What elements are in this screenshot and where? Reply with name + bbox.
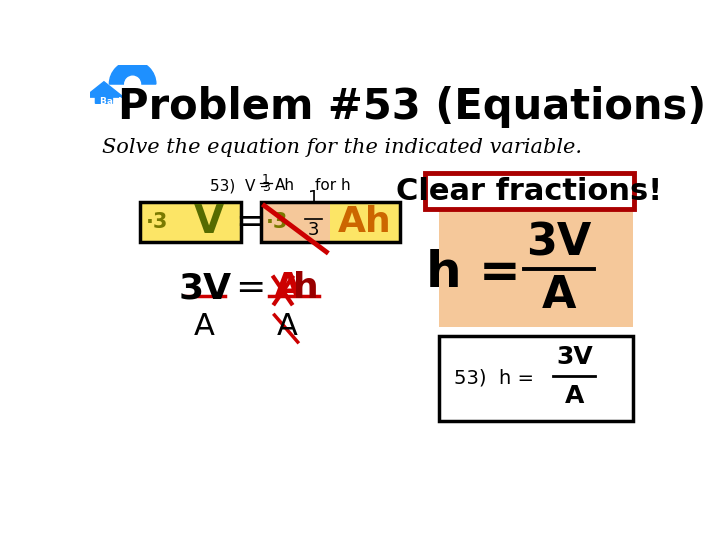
Text: 1: 1 xyxy=(262,173,270,186)
Text: A: A xyxy=(194,312,215,341)
Text: A: A xyxy=(541,274,576,318)
Text: 3: 3 xyxy=(262,181,270,194)
Bar xyxy=(330,202,400,242)
Text: =: = xyxy=(235,205,266,239)
Text: A: A xyxy=(564,384,584,408)
Text: Ah: Ah xyxy=(274,178,294,193)
Text: Ah: Ah xyxy=(338,205,392,239)
Bar xyxy=(438,336,632,421)
Text: h: h xyxy=(292,271,318,305)
Text: =: = xyxy=(235,271,266,305)
Text: 3V: 3V xyxy=(526,222,592,265)
Text: 3: 3 xyxy=(307,221,319,239)
Bar xyxy=(425,173,634,209)
Text: 1: 1 xyxy=(307,189,319,207)
Text: A: A xyxy=(274,271,302,305)
Text: Clear fractions!: Clear fractions! xyxy=(397,177,662,206)
Text: Back to
Menu: Back to Menu xyxy=(101,97,138,117)
Text: Problem #53 (Equations): Problem #53 (Equations) xyxy=(117,86,706,128)
Text: ·3: ·3 xyxy=(266,212,289,232)
Text: A: A xyxy=(277,312,298,341)
Text: 53)  V –: 53) V – xyxy=(210,178,268,193)
Bar xyxy=(140,202,241,242)
Text: 3V: 3V xyxy=(178,271,231,305)
Text: h =: h = xyxy=(426,249,521,296)
Bar xyxy=(261,202,330,242)
Text: Solve the equation for the indicated variable.: Solve the equation for the indicated var… xyxy=(102,138,582,158)
Text: V: V xyxy=(194,203,224,241)
Text: for h: for h xyxy=(315,178,351,193)
Bar xyxy=(438,211,632,327)
Text: 3V: 3V xyxy=(556,346,593,369)
FancyArrow shape xyxy=(84,82,123,103)
Text: ·3: ·3 xyxy=(146,212,168,232)
Wedge shape xyxy=(109,61,156,84)
Text: 53)  h =: 53) h = xyxy=(454,369,534,388)
Bar xyxy=(261,202,400,242)
